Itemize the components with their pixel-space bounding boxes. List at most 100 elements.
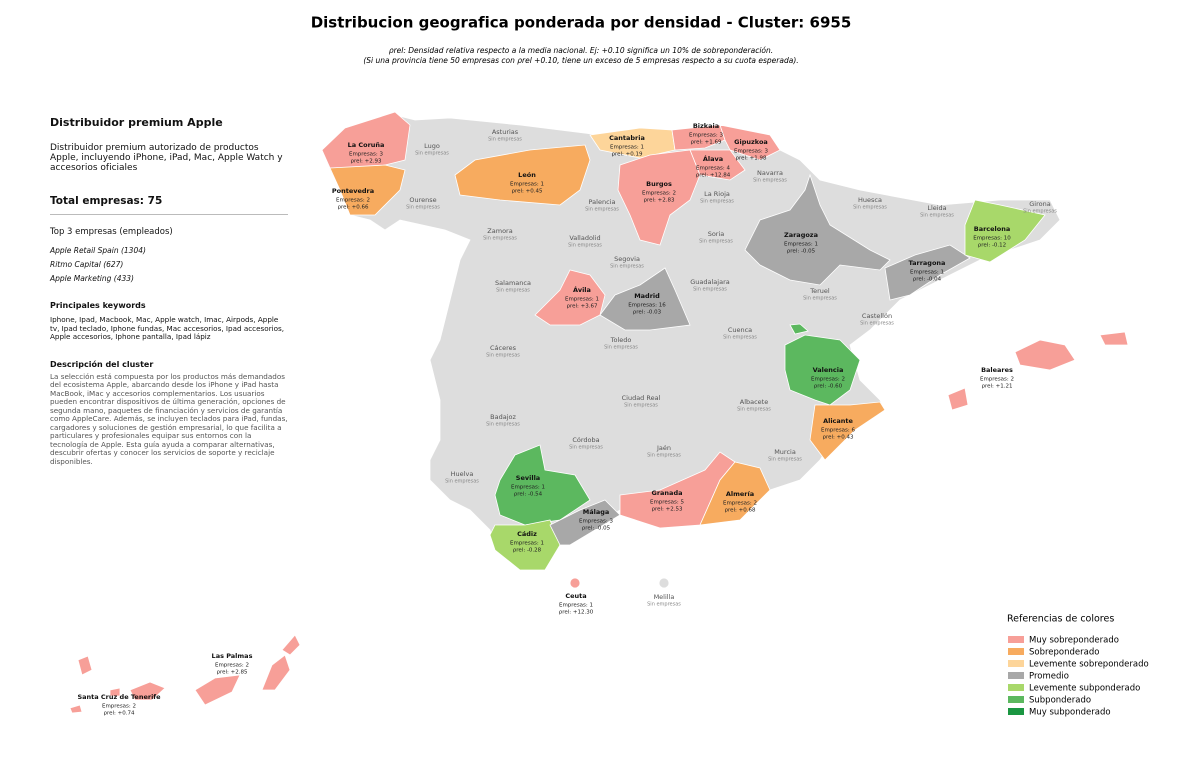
province-count: Empresas: 1 <box>784 242 818 248</box>
province-status: Sin empresas <box>406 205 440 211</box>
province-shape <box>194 674 241 706</box>
province-name: Ciudad Real <box>622 394 661 402</box>
province-name: La Coruña <box>348 141 385 149</box>
province-name: Granada <box>652 489 683 497</box>
province-name: Navarra <box>757 169 783 177</box>
province-status: Sin empresas <box>853 205 887 211</box>
cluster-name: Distribuidor premium Apple <box>50 116 223 129</box>
province-rho: ρrel: -0.54 <box>514 492 543 498</box>
province-count: Empresas: 2 <box>215 663 249 669</box>
province-shape <box>599 267 691 331</box>
province-name: Tarragona <box>909 259 946 267</box>
legend-title: Referencias de colores <box>1007 614 1114 625</box>
top-item: Apple Retail Spain (1304) <box>50 246 146 255</box>
province-rho: ρrel: +0.43 <box>823 435 855 441</box>
province-name: Madrid <box>634 292 660 300</box>
legend-swatch <box>1008 636 1024 643</box>
province-status: Sin empresas <box>568 243 602 249</box>
province-status: Sin empresas <box>610 264 644 270</box>
keywords-heading: Principales keywords <box>50 301 146 310</box>
province-shape <box>744 173 891 286</box>
province-name: Gipuzkoa <box>734 138 768 146</box>
province-name: Toledo <box>610 336 632 344</box>
province-rho: ρrel: +2.85 <box>217 670 249 676</box>
province-rho: ρrel: +12.30 <box>559 610 594 616</box>
province-shape <box>281 634 301 656</box>
province-count: Empresas: 6 <box>821 428 856 434</box>
top-heading: Top 3 empresas (empleados) <box>50 227 173 237</box>
legend-swatch <box>1008 648 1024 655</box>
province-count: Empresas: 2 <box>980 377 1014 383</box>
description-heading: Descripción del cluster <box>50 359 154 369</box>
legend-label: Levemente subponderado <box>1029 684 1140 694</box>
province-status: Sin empresas <box>496 288 530 294</box>
province-shape <box>329 164 406 216</box>
province-shape <box>549 499 621 546</box>
province-name: Cáceres <box>490 344 517 352</box>
province-rho: ρrel: -0.12 <box>978 243 1006 249</box>
province-count: Empresas: 4 <box>696 166 731 172</box>
province-shape <box>569 577 581 589</box>
province-status: Sin empresas <box>647 602 681 608</box>
province-rho: ρrel: +2.53 <box>652 507 684 513</box>
province-count: Empresas: 1 <box>511 485 545 491</box>
province-rho: ρrel: +0.68 <box>725 508 757 514</box>
province-status: Sin empresas <box>604 345 638 351</box>
province-shape <box>489 519 561 571</box>
province-shape <box>784 334 861 406</box>
province-shape <box>494 444 591 526</box>
province-status: Sin empresas <box>803 296 837 302</box>
legend-label: Sobreponderado <box>1029 648 1099 658</box>
province-count: Empresas: 3 <box>579 519 614 525</box>
province-count: Empresas: 16 <box>628 303 666 309</box>
province-rho: ρrel: -0.28 <box>513 548 542 554</box>
province-name: Las Palmas <box>212 652 253 660</box>
province-shape <box>1099 331 1129 346</box>
top-item: Ritmo Capital (627) <box>50 260 124 269</box>
top-item: Apple Marketing (433) <box>50 274 134 283</box>
province-shape <box>964 199 1046 263</box>
province-shape <box>617 149 701 246</box>
province-shape <box>884 244 971 301</box>
province-count: Empresas: 3 <box>734 149 769 155</box>
legend-label: Levemente sobreponderado <box>1029 660 1149 670</box>
province-name: Bizkaia <box>693 122 719 130</box>
province-status: Sin empresas <box>483 236 517 242</box>
province-shape <box>1014 339 1076 371</box>
legend-label: Muy subponderado <box>1029 708 1111 718</box>
province-count: Empresas: 1 <box>910 270 944 276</box>
subtitle: (Si una provincia tiene 50 empresas con … <box>363 56 798 65</box>
legend-swatch <box>1008 672 1024 679</box>
province-count: Empresas: 2 <box>811 377 845 383</box>
melilla-shape <box>658 577 670 589</box>
province-name: Barcelona <box>974 225 1011 233</box>
province-count: Empresas: 2 <box>723 501 757 507</box>
province-name: Sevilla <box>516 474 540 482</box>
province-rho: ρrel: +3.67 <box>567 304 599 310</box>
province-name: Pontevedra <box>332 187 374 195</box>
province-status: Sin empresas <box>723 335 757 341</box>
title: Distribucion geografica ponderada por de… <box>311 14 852 32</box>
province-rho: ρrel: +1.98 <box>736 156 768 162</box>
province-status: Sin empresas <box>624 403 658 409</box>
province-name: Ávila <box>573 285 591 294</box>
legend-label: Subponderado <box>1029 696 1091 706</box>
province-name: Almería <box>726 490 754 498</box>
province-count: Empresas: 3 <box>689 133 724 139</box>
province-count: Empresas: 1 <box>610 145 644 151</box>
province-shape <box>719 124 781 161</box>
province-count: Empresas: 1 <box>510 541 544 547</box>
province-name: Córdoba <box>572 436 599 444</box>
province-name: Álava <box>703 154 723 163</box>
province-name: Burgos <box>646 180 672 188</box>
province-name: Valencia <box>813 366 844 374</box>
province-rho: ρrel: +2.83 <box>644 198 676 204</box>
province-rho: ρrel: +1.21 <box>982 384 1013 390</box>
province-count: Empresas: 1 <box>510 182 544 188</box>
province-name: Soria <box>708 230 725 238</box>
province-name: Melilla <box>654 593 675 601</box>
province-name: Badajoz <box>490 413 516 421</box>
province-rho: ρrel: -0.05 <box>787 249 816 255</box>
province-status: Sin empresas <box>693 287 727 293</box>
